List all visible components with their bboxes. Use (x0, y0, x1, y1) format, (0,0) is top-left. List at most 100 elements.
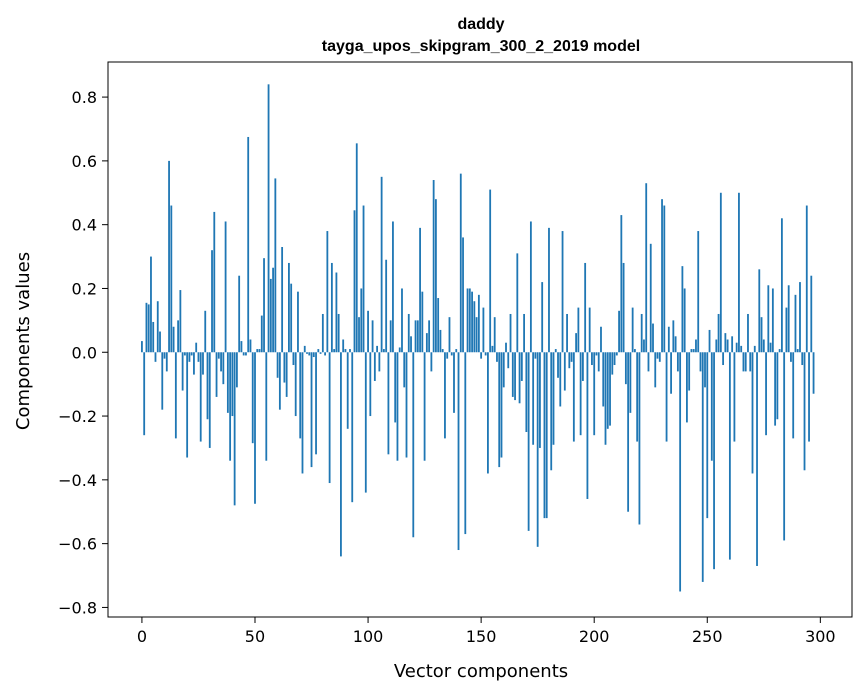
bar-242 (688, 352, 691, 391)
bar-118 (407, 313, 410, 353)
bar-240 (683, 288, 686, 353)
bar-48 (249, 339, 252, 353)
bar-9 (161, 352, 164, 410)
bar-280 (774, 352, 777, 426)
bar-232 (665, 352, 668, 442)
bar-239 (681, 266, 684, 353)
bar-248 (701, 352, 704, 582)
bar-92 (349, 349, 351, 353)
bar-153 (487, 352, 489, 474)
bar-136 (448, 317, 451, 353)
bar-215 (627, 352, 630, 512)
bar-163 (509, 313, 512, 353)
bar-276 (765, 352, 767, 436)
bar-252 (710, 352, 713, 461)
bar-227 (654, 352, 657, 388)
bar-85 (333, 349, 336, 353)
x-tick-label: 150 (466, 627, 497, 646)
bar-225 (649, 243, 652, 353)
y-tick-label: −0.8 (58, 598, 97, 617)
bar-2 (145, 302, 148, 353)
bar-27 (202, 352, 204, 375)
bar-38 (226, 352, 229, 413)
bar-256 (719, 192, 722, 353)
bar-264 (738, 192, 740, 353)
bar-120 (412, 352, 415, 538)
bar-31 (211, 250, 213, 353)
bar-245 (695, 339, 697, 353)
bar-159 (500, 352, 503, 458)
bar-8 (159, 331, 161, 353)
y-tick-label: 0.2 (72, 279, 97, 298)
bar-117 (405, 352, 408, 458)
y-tick-label: −0.4 (58, 471, 97, 490)
y-tick-label: 0.4 (72, 216, 97, 235)
bar-20 (186, 352, 189, 458)
bar-55 (265, 352, 268, 461)
bar-203 (600, 326, 602, 353)
bar-82 (326, 231, 329, 353)
bar-89 (342, 339, 345, 353)
bar-77 (315, 352, 317, 455)
bar-186 (561, 231, 564, 353)
bar-3 (147, 304, 150, 353)
bar-278 (769, 342, 772, 353)
bar-282 (778, 349, 781, 353)
bar-268 (747, 313, 749, 353)
bar-233 (667, 326, 670, 353)
bar-191 (572, 352, 575, 442)
bar-59 (274, 178, 277, 353)
bar-103 (373, 352, 376, 381)
bar-216 (629, 352, 632, 413)
bar-206 (606, 352, 609, 429)
plot-frame (107, 61, 853, 618)
bar-88 (340, 352, 342, 557)
bar-87 (337, 313, 340, 353)
bar-145 (468, 288, 471, 353)
bar-187 (563, 352, 566, 391)
bar-68 (294, 352, 297, 417)
bar-53 (260, 315, 263, 353)
bar-165 (514, 352, 516, 401)
bar-52 (258, 349, 261, 353)
bar-263 (735, 342, 738, 353)
bar-190 (570, 352, 573, 362)
bar-221 (640, 313, 643, 353)
bar-128 (430, 352, 433, 372)
bar-195 (581, 352, 584, 381)
bar-13 (170, 205, 173, 353)
bar-292 (801, 352, 804, 366)
bar-141 (459, 173, 462, 353)
bar-255 (717, 313, 720, 353)
bar-22 (190, 352, 193, 356)
bar-80 (321, 313, 324, 353)
bar-42 (236, 352, 238, 388)
bar-181 (550, 352, 553, 471)
bar-259 (726, 339, 729, 353)
bar-223 (645, 183, 648, 353)
bar-32 (213, 211, 216, 353)
bar-25 (197, 352, 200, 362)
bar-116 (403, 352, 406, 388)
bar-78 (317, 349, 320, 353)
bar-109 (387, 352, 390, 455)
bar-26 (199, 352, 202, 442)
bar-138 (453, 352, 455, 413)
bar-178 (543, 352, 546, 519)
bar-5 (152, 321, 155, 353)
y-tick-label: 0.6 (72, 152, 97, 171)
bar-7 (156, 301, 159, 353)
bar-114 (398, 347, 401, 353)
bar-197 (586, 352, 589, 499)
bar-126 (425, 333, 428, 353)
bar-265 (740, 345, 743, 353)
bar-293 (803, 352, 806, 471)
bar-241 (686, 352, 688, 423)
bar-174 (534, 352, 537, 359)
x-axis: 0 50 100 150 200 250 300 (137, 617, 836, 646)
bar-134 (444, 352, 446, 439)
bar-271 (753, 345, 756, 353)
bar-45 (242, 352, 245, 356)
bar-66 (290, 283, 293, 353)
bar-146 (471, 291, 473, 353)
